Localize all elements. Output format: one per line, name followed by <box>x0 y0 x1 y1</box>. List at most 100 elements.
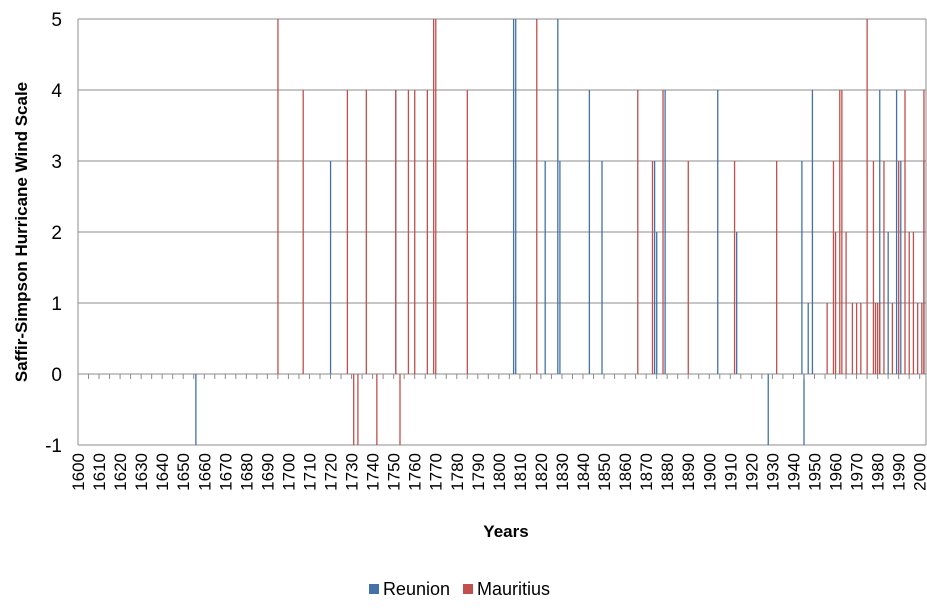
y-tick-label: 3 <box>51 152 62 173</box>
x-tick-label: 1650 <box>174 453 193 491</box>
bar-reunion <box>895 90 898 374</box>
x-tick-label: 1990 <box>890 453 909 491</box>
x-tick-label: 1860 <box>616 453 635 491</box>
bar-reunion <box>588 90 591 374</box>
x-tick-label: 1950 <box>805 453 824 491</box>
bar-mauritius <box>891 303 894 374</box>
bar-mauritius <box>277 19 279 374</box>
x-tick-label: 1910 <box>721 453 740 491</box>
x-tick-label: 1850 <box>595 453 614 491</box>
x-tick-label: 1760 <box>406 453 425 491</box>
bar-reunion <box>900 161 902 374</box>
bar-mauritius <box>877 303 879 374</box>
x-tick-label: 1680 <box>237 453 256 491</box>
bar-mauritius <box>637 90 639 374</box>
legend-label-reunion: Reunion <box>382 578 450 599</box>
x-tick-label: 1720 <box>322 453 341 491</box>
bar-mauritius <box>651 161 654 374</box>
bar-reunion <box>557 19 559 374</box>
x-tick-label: 1890 <box>679 453 698 491</box>
bar-mauritius <box>898 161 900 374</box>
bar-reunion <box>811 90 814 374</box>
bar-mauritius <box>841 90 843 374</box>
bar-mauritius <box>302 90 304 374</box>
bar-mauritius <box>839 90 841 374</box>
bar-mauritius <box>866 19 868 374</box>
bar-reunion <box>807 303 809 374</box>
legend-label-mauritius: Mauritius <box>477 578 551 599</box>
bar-reunion <box>803 374 805 445</box>
bar-mauritius <box>879 303 881 374</box>
bar-mauritius <box>921 303 923 374</box>
y-axis-title: Saffir-Simpson Hurricane Wind Scale <box>12 82 31 382</box>
bar-mauritius <box>357 374 359 445</box>
bar-mauritius <box>435 19 437 374</box>
x-tick-label: 1630 <box>132 453 151 491</box>
bar-reunion <box>195 374 197 445</box>
x-tick-label: 1840 <box>574 453 593 491</box>
x-tick-label: 1770 <box>427 453 446 491</box>
bar-reunion <box>515 19 517 374</box>
bar-reunion <box>559 161 561 374</box>
bar-mauritius <box>536 19 538 374</box>
x-tick-label: 1610 <box>90 453 109 491</box>
bar-reunion <box>601 161 603 374</box>
x-tick-label: 1870 <box>637 453 656 491</box>
y-tick-label: 2 <box>51 223 62 244</box>
y-tick-label: 4 <box>51 81 62 102</box>
axes: -1 0 1 2 3 4 5 1600 1610 1620 1630 1640 1650 1660 1670… <box>45 10 927 491</box>
legend-swatch-reunion <box>368 584 379 594</box>
x-tick-label: 1810 <box>511 453 530 491</box>
bar-mauritius <box>912 232 915 374</box>
bar-mauritius <box>399 374 401 445</box>
legend-item-reunion: Reunion <box>368 578 450 600</box>
bar-reunion <box>717 90 719 374</box>
x-tick-label: 1800 <box>490 453 509 491</box>
y-tick-label: 0 <box>51 365 62 386</box>
x-tick-label: 1700 <box>279 453 298 491</box>
legend-swatch-mauritius <box>463 584 474 594</box>
x-axis-title: Years <box>483 522 528 541</box>
bar-mauritius <box>365 90 367 374</box>
y-tick-label: 1 <box>51 294 62 315</box>
x-tick-label: 1940 <box>784 453 803 491</box>
x-tick-label: 1640 <box>153 453 172 491</box>
bar-mauritius <box>904 90 906 374</box>
grid-lines <box>77 18 927 446</box>
legend-item-mauritius: Mauritius <box>463 579 550 600</box>
x-tick-label: 1620 <box>111 453 130 491</box>
x-tick-label: 1820 <box>532 453 551 491</box>
bar-reunion <box>653 161 656 374</box>
bar-reunion <box>879 90 881 374</box>
y-tick-label: 5 <box>51 10 62 31</box>
bar-mauritius <box>433 19 435 374</box>
y-tick-label: -1 <box>45 436 62 457</box>
x-tick-label: 1960 <box>827 453 846 491</box>
x-tick-label: 1710 <box>300 453 319 491</box>
bar-mauritius <box>860 303 862 374</box>
bar-mauritius <box>845 232 847 374</box>
x-tick-label: 1880 <box>658 453 677 491</box>
x-tick-label: 1730 <box>343 453 362 491</box>
bars <box>195 19 925 445</box>
x-tick-label: 1750 <box>385 453 404 491</box>
bar-reunion <box>512 19 515 374</box>
legend: Reunion Mauritius <box>0 578 927 600</box>
bar-mauritius <box>407 90 410 374</box>
bar-reunion <box>656 232 658 374</box>
bar-mauritius <box>426 90 429 374</box>
x-tick-label: 1830 <box>553 453 572 491</box>
x-tick-label: 2000 <box>911 453 927 491</box>
x-tick-label: 1980 <box>869 453 888 491</box>
bar-mauritius <box>874 303 877 374</box>
bar-mauritius <box>883 161 885 374</box>
bar-reunion <box>736 232 738 374</box>
x-tick-label: 1600 <box>69 453 88 491</box>
bar-reunion <box>544 161 546 374</box>
bar-mauritius <box>353 374 355 445</box>
bar-mauritius <box>395 90 397 374</box>
bar-reunion <box>664 90 666 374</box>
bar-mauritius <box>346 90 349 374</box>
x-tick-label: 1780 <box>448 453 467 491</box>
